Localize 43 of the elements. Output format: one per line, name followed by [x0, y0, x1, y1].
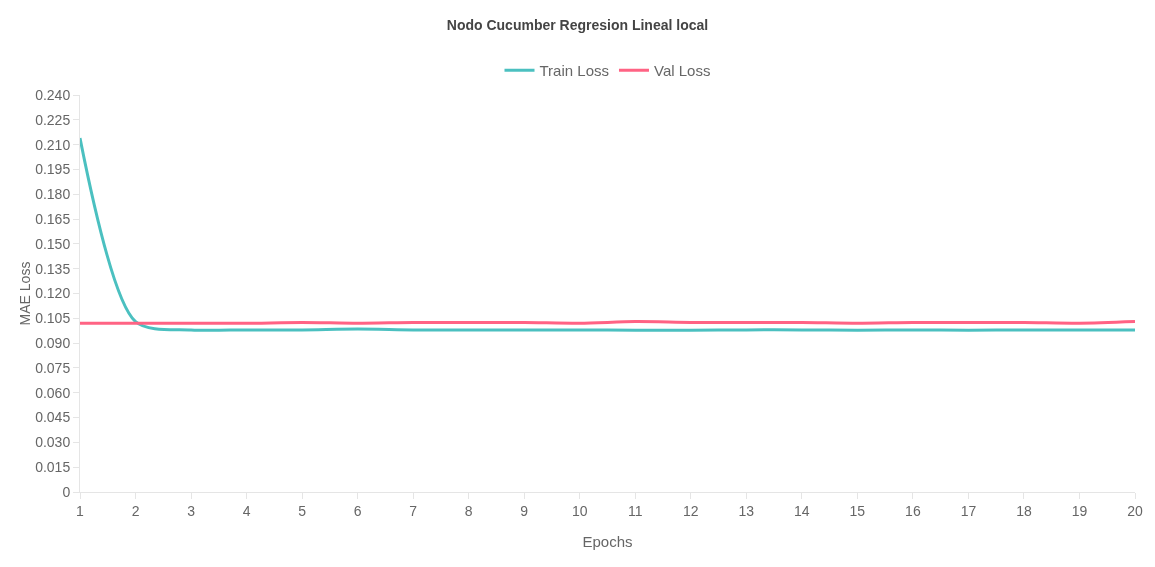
- x-tick-label: 13: [738, 502, 755, 519]
- y-tick-label: 0.120: [35, 285, 71, 302]
- x-tick-label: 10: [571, 502, 588, 519]
- x-tick-label: 1: [76, 502, 85, 519]
- x-tick-label: 16: [905, 502, 921, 519]
- y-tick-label: 0.075: [35, 359, 71, 376]
- x-tick-label: 17: [960, 502, 977, 519]
- legend-label: Train Loss: [539, 62, 609, 80]
- y-tick-label: 0.195: [35, 161, 71, 178]
- x-tick-label: 19: [1071, 502, 1088, 519]
- x-tick-label: 2: [131, 502, 140, 519]
- x-tick-label: 9: [520, 502, 529, 519]
- line-series: [80, 136, 1135, 332]
- x-tick-label: 11: [627, 502, 643, 519]
- chart-title: Nodo Cucumber Regresion Lineal local: [446, 16, 709, 33]
- y-tick-label: 0.240: [35, 86, 71, 103]
- x-tick-label: 18: [1016, 502, 1032, 519]
- y-tick-label: 0.090: [35, 335, 71, 352]
- y-tick-label: 0.165: [35, 210, 71, 227]
- x-tick-label: 4: [242, 502, 251, 519]
- x-axis-title: Epochs: [582, 533, 633, 550]
- x-tick-label: 3: [187, 502, 196, 519]
- y-tick-label: 0.210: [35, 136, 71, 153]
- y-tick-label: 0.150: [35, 235, 71, 252]
- y-axis-title: MAE Loss: [17, 261, 34, 326]
- y-tick-label: 0.030: [35, 434, 71, 451]
- x-tick-label: 12: [683, 502, 699, 519]
- y-tick-label: 0.045: [35, 409, 71, 426]
- x-tick-label: 8: [464, 502, 473, 519]
- x-tick-label: 5: [298, 502, 307, 519]
- y-tick-label: 0.060: [35, 384, 71, 401]
- legend-label: Val Loss: [653, 62, 711, 80]
- y-tick-label: 0.225: [35, 111, 71, 128]
- x-tick-label: 15: [849, 502, 866, 519]
- x-tick-label: 14: [794, 502, 810, 519]
- x-tick-label: 7: [409, 502, 418, 519]
- y-tick-label: 0.135: [35, 260, 71, 277]
- x-tick-label: 6: [353, 502, 362, 519]
- y-tick-label: 0.105: [35, 310, 71, 327]
- y-tick-label: 0.015: [35, 459, 71, 476]
- x-tick-label: 20: [1127, 502, 1143, 519]
- y-tick-label: 0: [62, 483, 71, 500]
- y-tick-label: 0.180: [35, 186, 71, 203]
